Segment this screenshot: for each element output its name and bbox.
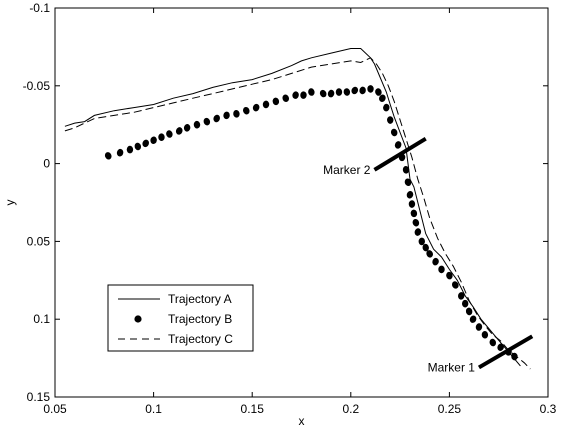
y-axis-label: y	[3, 200, 17, 206]
point-trajectory-b	[335, 88, 343, 96]
point-trajectory-b	[394, 141, 402, 149]
marker-2-segment	[373, 136, 427, 172]
point-trajectory-b	[126, 145, 134, 154]
point-trajectory-b	[404, 178, 412, 187]
point-trajectory-b	[481, 330, 489, 339]
point-trajectory-b	[412, 218, 420, 227]
x-tick-label: 0.1	[145, 402, 162, 416]
point-trajectory-b	[383, 103, 390, 112]
point-trajectory-b	[432, 257, 439, 266]
point-trajectory-b	[402, 166, 410, 174]
point-trajectory-b	[150, 136, 157, 145]
point-trajectory-b	[104, 152, 112, 160]
x-tick-label: 0.3	[540, 402, 557, 416]
point-trajectory-b	[406, 190, 414, 199]
point-trajectory-b	[252, 103, 260, 112]
y-tick-label: 0.05	[27, 234, 51, 248]
x-tick-label: 0.2	[342, 402, 359, 416]
legend-label-trajectory-a: Trajectory A	[168, 292, 232, 306]
legend-label-trajectory-c: Trajectory C	[168, 332, 233, 346]
tick-layer: 0.05 0.1 0.15 0.2 0.25 0.3 -0.1 -0.05 0 0.05 0.1 0.…	[23, 1, 557, 416]
point-trajectory-b	[410, 209, 418, 218]
point-trajectory-b	[408, 200, 416, 208]
point-trajectory-b	[414, 228, 422, 236]
point-trajectory-b	[511, 352, 518, 361]
legend: Trajectory A Trajectory B Trajectory C	[107, 284, 254, 352]
annotation-layer: Marker 2 Marker 1	[323, 136, 534, 374]
point-trajectory-b	[469, 315, 477, 323]
point-trajectory-b	[446, 271, 453, 280]
y-tick-label: 0	[43, 157, 50, 171]
point-trajectory-b	[387, 116, 394, 124]
point-trajectory-b	[375, 88, 382, 96]
point-trajectory-b	[223, 111, 230, 120]
legend-label-trajectory-b: Trajectory B	[168, 312, 232, 326]
point-trajectory-b	[203, 117, 211, 126]
point-trajectory-b	[497, 343, 504, 351]
point-trajectory-b	[465, 307, 473, 316]
y-tick-label: -0.1	[29, 1, 50, 15]
point-trajectory-b	[243, 106, 250, 115]
point-trajectory-b	[233, 110, 240, 118]
point-trajectory-b	[116, 148, 124, 157]
legend-swatch-trajectory-b	[134, 315, 142, 323]
point-trajectory-b	[327, 89, 335, 98]
marker-1-segment	[477, 334, 534, 370]
line-trajectory-c	[64, 57, 531, 370]
point-trajectory-b	[426, 250, 433, 258]
point-trajectory-b	[489, 338, 497, 347]
point-trajectory-b	[175, 127, 183, 135]
point-trajectory-b	[166, 130, 173, 138]
point-trajectory-b	[183, 124, 191, 132]
point-trajectory-b	[319, 89, 327, 98]
point-trajectory-b	[367, 85, 374, 93]
point-trajectory-b	[292, 91, 299, 99]
x-tick-label: 0.25	[438, 402, 462, 416]
series-layer	[64, 48, 531, 370]
point-trajectory-b	[282, 94, 290, 102]
point-trajectory-b	[300, 91, 307, 99]
point-trajectory-b	[422, 243, 429, 252]
x-tick-label: 0.15	[241, 402, 265, 416]
marker-1-label: Marker 1	[428, 360, 476, 374]
y-tick-label: -0.05	[23, 79, 51, 93]
y-tick-label: 0.15	[27, 390, 51, 404]
point-trajectory-b	[134, 142, 142, 151]
x-tick-label: 0.05	[43, 402, 67, 416]
marker-2-label: Marker 2	[323, 163, 371, 177]
point-trajectory-b	[213, 114, 220, 123]
point-trajectory-b	[379, 94, 386, 102]
point-trajectory-b	[351, 86, 359, 95]
point-trajectory-b	[458, 292, 465, 300]
point-trajectory-b	[461, 299, 469, 308]
point-trajectory-b	[193, 120, 201, 129]
point-trajectory-b	[390, 128, 398, 137]
point-trajectory-b	[418, 237, 425, 246]
point-trajectory-b	[142, 139, 150, 148]
y-tick-label: 0.1	[33, 312, 50, 326]
point-trajectory-b	[343, 88, 351, 96]
point-trajectory-b	[475, 323, 483, 331]
point-trajectory-b	[158, 133, 165, 141]
point-trajectory-b	[452, 281, 459, 289]
point-trajectory-b	[262, 100, 270, 109]
line-trajectory-a	[64, 48, 521, 367]
point-trajectory-b	[359, 86, 366, 95]
x-axis-label: x	[299, 414, 305, 428]
point-trajectory-b	[272, 97, 280, 106]
point-trajectory-b	[308, 88, 315, 96]
plot-area: Marker 2 Marker 1 0.05 0.1 0.15 0.2 0.25 0.3 -0…	[23, 1, 557, 416]
point-trajectory-b	[438, 265, 445, 274]
legend-box	[107, 284, 254, 352]
